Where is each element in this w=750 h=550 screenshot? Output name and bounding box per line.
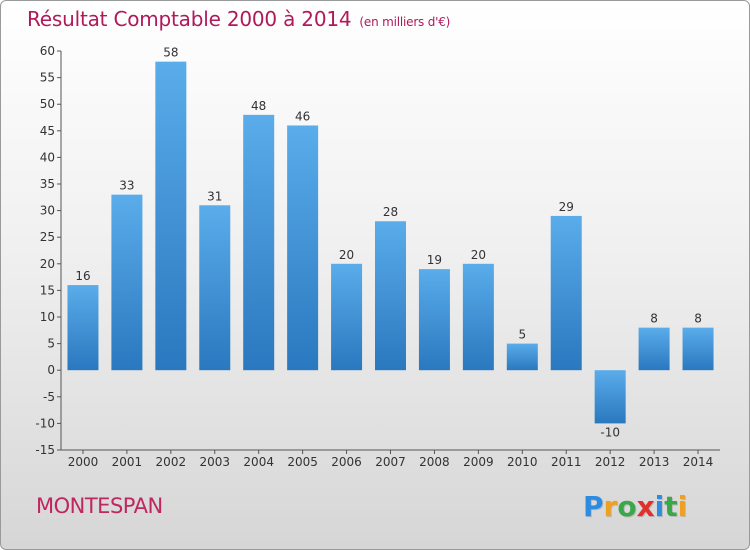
y-tick-label: 60: [40, 44, 55, 58]
proxiti-logo[interactable]: Proxiti: [583, 490, 687, 523]
y-tick-label: -10: [35, 416, 55, 430]
x-tick-label-2001: 2001: [112, 455, 143, 469]
y-tick-label: -5: [43, 390, 55, 404]
y-tick-label: 30: [40, 204, 55, 218]
y-tick-label: 0: [47, 363, 55, 377]
value-label-2010: 5: [518, 328, 526, 342]
bar-2004: [243, 114, 275, 371]
axes: -15 -10 -5 0 5 10 15 20 25 30 35 40 45 50 55 60 2000 2001…: [35, 44, 720, 469]
bars: [67, 61, 714, 424]
bar-2000: [67, 285, 99, 371]
y-tick-label: 45: [40, 124, 55, 138]
chart-subtitle: (en milliers d'€): [359, 15, 451, 29]
bar-2008: [418, 269, 450, 371]
chart-title: Résultat Comptable 2000 à 2014 (en millie…: [27, 7, 450, 31]
chart-title-text: Résultat Comptable 2000 à 2014: [27, 7, 352, 31]
value-label-2012: -10: [600, 425, 620, 439]
bar-2010: [506, 343, 538, 371]
bar-2003: [199, 205, 231, 371]
value-label-2000: 16: [75, 269, 90, 283]
logo-letter: P: [583, 490, 604, 523]
y-tick-label: 5: [47, 337, 55, 351]
logo-letter: o: [617, 490, 637, 523]
bar-2009: [462, 263, 494, 371]
y-tick-label: 15: [40, 283, 55, 297]
value-label-2004: 48: [251, 99, 266, 113]
value-label-2013: 8: [650, 312, 658, 326]
logo-letter: i: [677, 490, 688, 523]
logo-letter: i: [654, 490, 665, 523]
y-tick-label: 25: [40, 230, 55, 244]
x-tick-label-2012: 2012: [595, 455, 626, 469]
value-label-2003: 31: [207, 189, 222, 203]
x-tick-label-2005: 2005: [287, 455, 318, 469]
bar-2001: [111, 194, 143, 371]
bar-2011: [550, 215, 582, 371]
x-tick-label-2011: 2011: [551, 455, 582, 469]
y-tick-label: 10: [40, 310, 55, 324]
value-label-2011: 29: [559, 200, 574, 214]
value-label-2007: 28: [383, 205, 398, 219]
x-tick-label-2002: 2002: [156, 455, 187, 469]
logo-letter: x: [636, 490, 655, 523]
bar-2006: [331, 263, 363, 371]
y-tick-label: 40: [40, 150, 55, 164]
x-tick-label-2008: 2008: [419, 455, 450, 469]
y-tick-label: 20: [40, 257, 55, 271]
data-labels: 16 33 58 31 48 46 20 28 19 20 5 29 -10 8 8: [75, 46, 702, 440]
place-name: MONTESPAN: [36, 494, 163, 518]
value-label-2005: 46: [295, 109, 310, 123]
x-tick-label-2009: 2009: [463, 455, 494, 469]
logo-letter: r: [603, 490, 618, 523]
bar-2005: [287, 125, 319, 371]
value-label-2009: 20: [471, 248, 486, 262]
value-label-2006: 20: [339, 248, 354, 262]
y-tick-label: 50: [40, 97, 55, 111]
bar-2014: [682, 327, 714, 371]
value-label-2001: 33: [119, 179, 134, 193]
logo-letter: t: [664, 490, 678, 523]
y-tick-label: 55: [40, 71, 55, 85]
x-tick-label-2010: 2010: [507, 455, 538, 469]
bar-2012: [594, 370, 626, 424]
x-tick-label-2014: 2014: [683, 455, 714, 469]
x-tick-label-2003: 2003: [199, 455, 230, 469]
x-tick-label-2000: 2000: [68, 455, 99, 469]
y-tick-label: -15: [35, 443, 55, 457]
value-label-2014: 8: [694, 312, 702, 326]
x-tick-label-2004: 2004: [243, 455, 274, 469]
x-tick-label-2013: 2013: [639, 455, 670, 469]
value-label-2002: 58: [163, 46, 178, 60]
bar-2002: [155, 61, 187, 371]
bar-2013: [638, 327, 670, 371]
y-tick-label: 35: [40, 177, 55, 191]
x-tick-label-2007: 2007: [375, 455, 406, 469]
value-label-2008: 19: [427, 253, 442, 267]
bar-2007: [375, 221, 406, 371]
x-tick-label-2006: 2006: [331, 455, 362, 469]
